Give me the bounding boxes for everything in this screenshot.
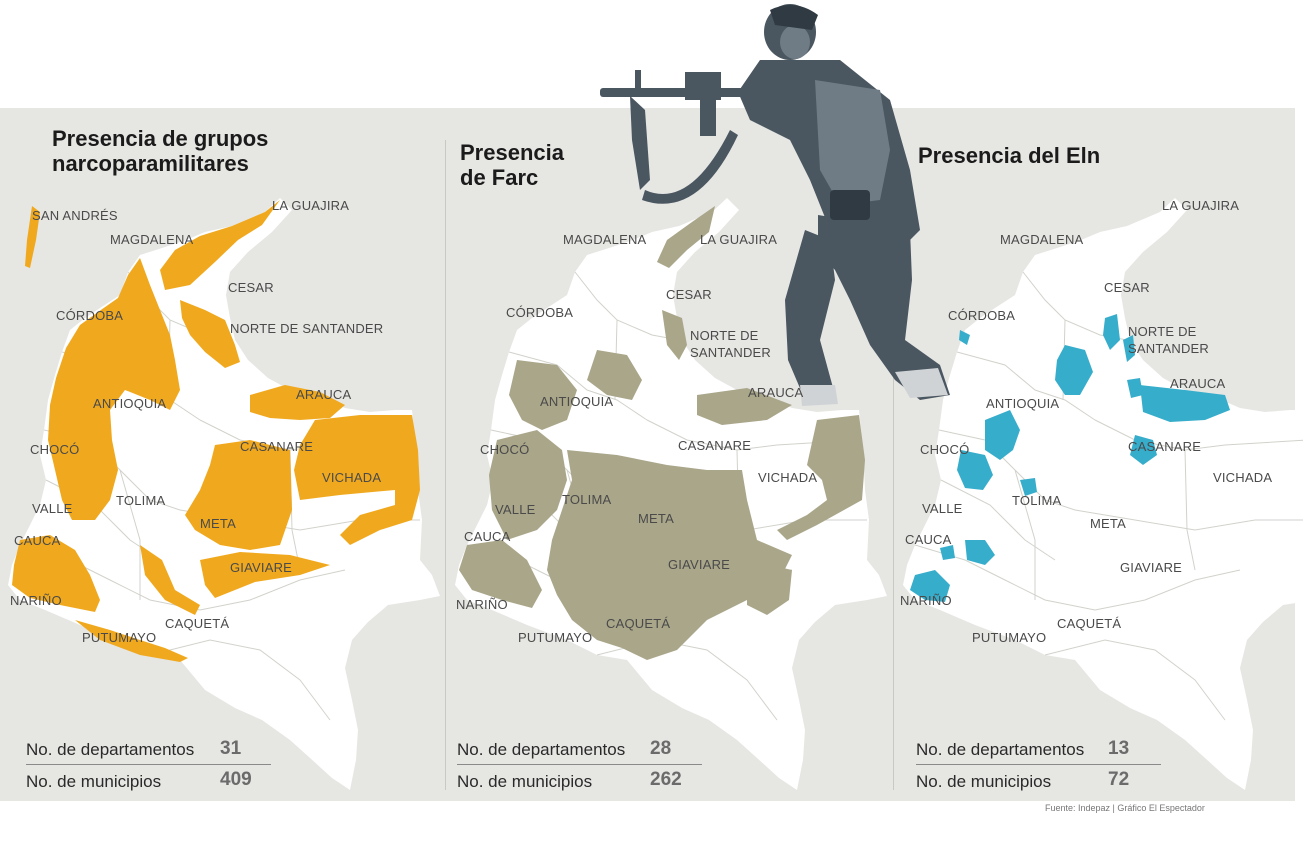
stat-departamentos-value: 13: [1108, 738, 1130, 759]
label-arauca: ARAUCA: [1170, 376, 1226, 391]
label-magdalena: MAGDALENA: [563, 232, 647, 247]
map-eln: [903, 198, 1303, 790]
label-vichada: VICHADA: [758, 470, 818, 485]
stat-municipios-label: No. de municipios: [457, 772, 593, 791]
label-meta: META: [200, 516, 236, 531]
stat-departamentos-value: 31: [220, 738, 242, 759]
label-cordoba: CÓRDOBA: [56, 308, 124, 323]
label-giaviare: GIAVIARE: [1120, 560, 1183, 575]
label-giaviare: GIAVIARE: [668, 557, 731, 572]
panel-divider: [893, 140, 894, 790]
stat-municipios-value: 262: [650, 769, 682, 790]
label-putumayo: PUTUMAYO: [518, 630, 593, 645]
stat-municipios-value: 409: [220, 769, 252, 790]
label-valle: VALLE: [32, 501, 73, 516]
label-cauca: CAUCA: [14, 533, 61, 548]
label-putumayo: PUTUMAYO: [82, 630, 157, 645]
label-tolima: TOLIMA: [562, 492, 612, 507]
presence-areas-eln: [910, 314, 1230, 602]
label-norte-de-santander: NORTE DE SANTANDER: [1128, 324, 1210, 356]
label-casanare: CASANARE: [240, 439, 314, 454]
label-casanare: CASANARE: [1128, 439, 1202, 454]
label-vichada: VICHADA: [1213, 470, 1273, 485]
label-cesar: CESAR: [228, 280, 274, 295]
label-cordoba: CÓRDOBA: [948, 308, 1016, 323]
label-choco: CHOCÓ: [480, 442, 530, 457]
label-norte-de-santander: NORTE DE SANTANDER: [690, 328, 772, 360]
label-choco: CHOCÓ: [30, 442, 80, 457]
label-antioquia: ANTIOQUIA: [540, 394, 614, 409]
label-valle: VALLE: [922, 501, 963, 516]
label-la-guajira: LA GUAJIRA: [1162, 198, 1240, 213]
label-meta: META: [1090, 516, 1126, 531]
presence-areas-narco: [12, 200, 420, 662]
label-cesar: CESAR: [1104, 280, 1150, 295]
soldier-illustration: [600, 4, 950, 406]
stat-municipios-value: 72: [1108, 769, 1130, 790]
label-caqueta: CAQUETÁ: [165, 616, 230, 631]
stat-departamentos-label: No. de departamentos: [916, 740, 1085, 759]
title-narcoparamilitares: Presencia de grupos narcoparamilitares: [52, 126, 269, 176]
label-cesar: CESAR: [666, 287, 712, 302]
stat-divider: [916, 764, 1161, 765]
label-magdalena: MAGDALENA: [110, 232, 194, 247]
stat-municipios-label: No. de municipios: [916, 772, 1052, 791]
map-farc: [455, 198, 887, 790]
label-norte-de-santander: NORTE DE SANTANDER: [230, 321, 384, 336]
label-valle: VALLE: [495, 502, 536, 517]
title-farc: Presencia de Farc: [460, 140, 564, 190]
stat-departamentos-value: 28: [650, 738, 672, 759]
label-tolima: TOLIMA: [1012, 493, 1062, 508]
map-narcoparamilitares: [8, 198, 440, 790]
stat-departamentos-label: No. de departamentos: [26, 740, 195, 759]
label-antioquia: ANTIOQUIA: [986, 396, 1060, 411]
label-la-guajira: LA GUAJIRA: [272, 198, 350, 213]
label-caqueta: CAQUETÁ: [1057, 616, 1122, 631]
label-narino: NARIÑO: [900, 593, 952, 608]
label-cordoba: CÓRDOBA: [506, 305, 574, 320]
label-caqueta: CAQUETÁ: [606, 616, 671, 631]
stat-divider: [26, 764, 271, 765]
label-vichada: VICHADA: [322, 470, 382, 485]
label-san-andres: SAN ANDRÉS: [32, 208, 118, 223]
label-cauca: CAUCA: [464, 529, 511, 544]
stat-departamentos-label: No. de departamentos: [457, 740, 626, 759]
source-credit: Fuente: Indepaz | Gráfico El Espectador: [1045, 803, 1205, 813]
label-cauca: CAUCA: [905, 532, 952, 547]
label-putumayo: PUTUMAYO: [972, 630, 1047, 645]
label-magdalena: MAGDALENA: [1000, 232, 1084, 247]
label-giaviare: GIAVIARE: [230, 560, 293, 575]
stat-divider: [457, 764, 702, 765]
label-choco: CHOCÓ: [920, 442, 970, 457]
stat-municipios-label: No. de municipios: [26, 772, 162, 791]
label-meta: META: [638, 511, 674, 526]
label-tolima: TOLIMA: [116, 493, 166, 508]
label-arauca: ARAUCA: [296, 387, 352, 402]
label-arauca: ARAUCA: [748, 385, 804, 400]
label-la-guajira: LA GUAJIRA: [700, 232, 778, 247]
panel-divider: [445, 140, 446, 790]
label-casanare: CASANARE: [678, 438, 752, 453]
presence-areas-farc: [459, 206, 865, 660]
label-antioquia: ANTIOQUIA: [93, 396, 167, 411]
label-narino: NARIÑO: [456, 597, 508, 612]
label-narino: NARIÑO: [10, 593, 62, 608]
title-eln: Presencia del Eln: [918, 143, 1101, 168]
